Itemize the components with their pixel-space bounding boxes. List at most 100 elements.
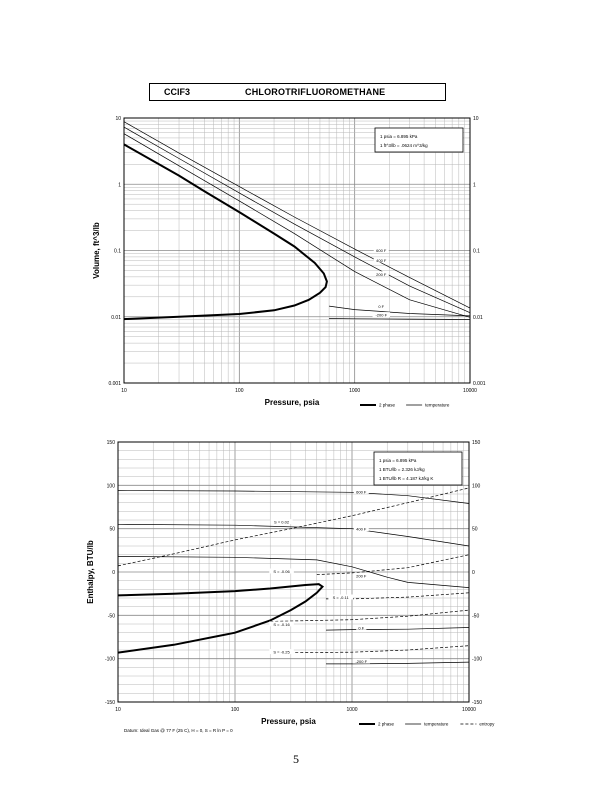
entropy-line <box>316 554 470 575</box>
right-y-tick-label: 150 <box>472 440 481 446</box>
y-tick-label: 0.1 <box>114 249 121 255</box>
x-tick-label: 10 <box>121 388 127 394</box>
unit-conversion-text: 1 BTU/lb = 2.326 kJ/kg <box>379 467 425 472</box>
curve-label: 0 F <box>358 625 364 630</box>
two-phase-curve <box>123 143 328 321</box>
legend-label: temperature <box>425 403 450 408</box>
curve-label-bg <box>270 519 293 525</box>
curve-label: S = -0.16 <box>273 622 290 627</box>
curve-label-bg <box>269 649 294 655</box>
right-y-tick-label: 0 <box>472 570 475 576</box>
isotherm-line <box>117 523 470 547</box>
curve-label: 200 F <box>376 272 387 277</box>
isotherm-line <box>123 121 471 309</box>
entropy-line <box>117 487 470 567</box>
unit-conversion-text: 1 psia = 6.895 kPa <box>379 458 417 463</box>
x-tick-label: 100 <box>235 388 244 394</box>
right-y-tick-label: -50 <box>472 613 479 619</box>
x-tick-label: 10000 <box>463 388 477 394</box>
chart-1 <box>123 117 471 406</box>
right-y-tick-label: 0.001 <box>473 381 486 387</box>
y-tick-label: 50 <box>109 527 115 533</box>
curve-label: 400 F <box>376 258 387 263</box>
plot-frame <box>123 117 471 384</box>
unit-conversion-box <box>374 127 464 153</box>
legend-label: entropy <box>479 722 495 727</box>
entropy-line <box>270 609 470 622</box>
legend-label: 2 phase <box>378 722 395 727</box>
isotherm-line <box>329 318 471 320</box>
curve-label: S = -0.06 <box>273 569 290 574</box>
y-tick-label: -150 <box>105 700 115 706</box>
isotherm-line <box>117 556 470 588</box>
right-y-tick-label: -100 <box>472 657 482 663</box>
y-axis-label: Volume, ft^3/lb <box>92 222 101 279</box>
isotherm-line <box>123 126 471 314</box>
y-tick-label: 150 <box>107 440 116 446</box>
isotherm-line <box>117 490 470 504</box>
page-number: 5 <box>293 752 299 766</box>
unit-conversion-text: 1 BTU/lb R = 4.187 kJ/kg K <box>379 476 433 481</box>
compound-formula: CClF3 <box>164 87 191 97</box>
x-axis-label: Pressure, psia <box>261 717 316 726</box>
curve-label-bg <box>373 257 389 263</box>
right-y-tick-label: 0.01 <box>473 315 483 321</box>
curve-label-bg <box>372 312 390 318</box>
curve-label-bg <box>269 621 294 627</box>
curve-label: 0 F <box>378 304 384 309</box>
y-tick-label: 10 <box>115 116 121 122</box>
right-y-tick-label: 1 <box>473 182 476 188</box>
y-tick-label: -50 <box>108 613 115 619</box>
chart-title-box: CClF3 CHLOROTRIFLUOROMETHANE <box>149 83 446 101</box>
plot-frame <box>117 441 470 703</box>
two-phase-curve <box>117 583 325 654</box>
legend-label: 2 phase <box>379 403 396 408</box>
y-tick-label: 0.01 <box>111 315 121 321</box>
x-tick-label: 10000 <box>462 707 476 713</box>
y-tick-label: 100 <box>107 483 116 489</box>
y-tick-label: -100 <box>105 657 115 663</box>
x-tick-label: 10 <box>115 707 121 713</box>
curve-label: S = -0.25 <box>273 650 290 655</box>
x-tick-label: 100 <box>231 707 240 713</box>
curve-label: -200 F <box>355 659 367 664</box>
isotherm-line <box>329 305 471 317</box>
curve-label: S = 0.02 <box>274 520 290 525</box>
unit-conversion-text: 1 ft^3/lb = .0624 m^3/kg <box>380 143 428 148</box>
curve-label-bg <box>328 594 353 600</box>
right-y-tick-label: 10 <box>473 116 479 122</box>
curve-label-bg <box>352 658 370 664</box>
curve-label-bg <box>376 303 387 309</box>
chart-2 <box>117 441 477 725</box>
datum-footnote: Datum: Ideal Gas @ 77 F (25 C), H = 0, S… <box>124 728 233 733</box>
curve-label-bg <box>269 568 294 574</box>
y-tick-label: 0.001 <box>108 381 121 387</box>
right-y-tick-label: 100 <box>472 483 481 489</box>
isotherm-line <box>123 133 471 318</box>
curve-label: 200 F <box>356 573 367 578</box>
curve-label-bg <box>356 624 367 630</box>
isotherm-line <box>326 661 470 665</box>
right-y-tick-label: -150 <box>472 700 482 706</box>
legend-label: temperature <box>424 722 449 727</box>
curve-label: 600 F <box>376 248 387 253</box>
right-y-tick-label: 0.1 <box>473 249 480 255</box>
curve-label-bg <box>353 488 369 494</box>
x-axis-label: Pressure, psia <box>265 398 320 407</box>
curve-label-bg <box>373 271 389 277</box>
unit-conversion-text: 1 psia = 6.895 kPa <box>380 134 418 139</box>
curve-label: 600 F <box>356 489 367 494</box>
y-tick-label: 1 <box>118 182 121 188</box>
compound-name: CHLOROTRIFLUOROMETHANE <box>245 87 386 97</box>
entropy-line <box>270 645 470 653</box>
curve-label-bg <box>373 247 389 253</box>
y-tick-label: 0 <box>112 570 115 576</box>
curve-label: -200 F <box>375 313 387 318</box>
y-axis-label: Enthalpy, BTU/lb <box>86 540 95 604</box>
curve-label-bg <box>353 572 369 578</box>
unit-conversion-box <box>373 451 463 486</box>
curve-label-bg <box>353 526 369 532</box>
curve-label: S = -0.11 <box>333 595 350 600</box>
isotherm-line <box>325 627 470 631</box>
